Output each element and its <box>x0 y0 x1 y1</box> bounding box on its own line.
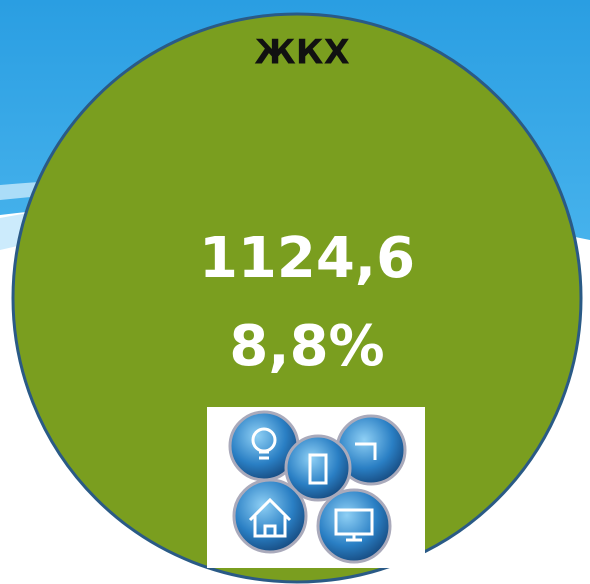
value: 1124,6 <box>199 226 415 291</box>
title: ЖКХ <box>254 33 350 73</box>
icon-image <box>207 407 425 568</box>
page: ЖКХ 1124,6 8,8% (() => { const data = JS… <box>0 0 590 584</box>
slide: ЖКХ 1124,6 8,8% <box>0 0 590 584</box>
share: 8,8% <box>229 314 384 379</box>
